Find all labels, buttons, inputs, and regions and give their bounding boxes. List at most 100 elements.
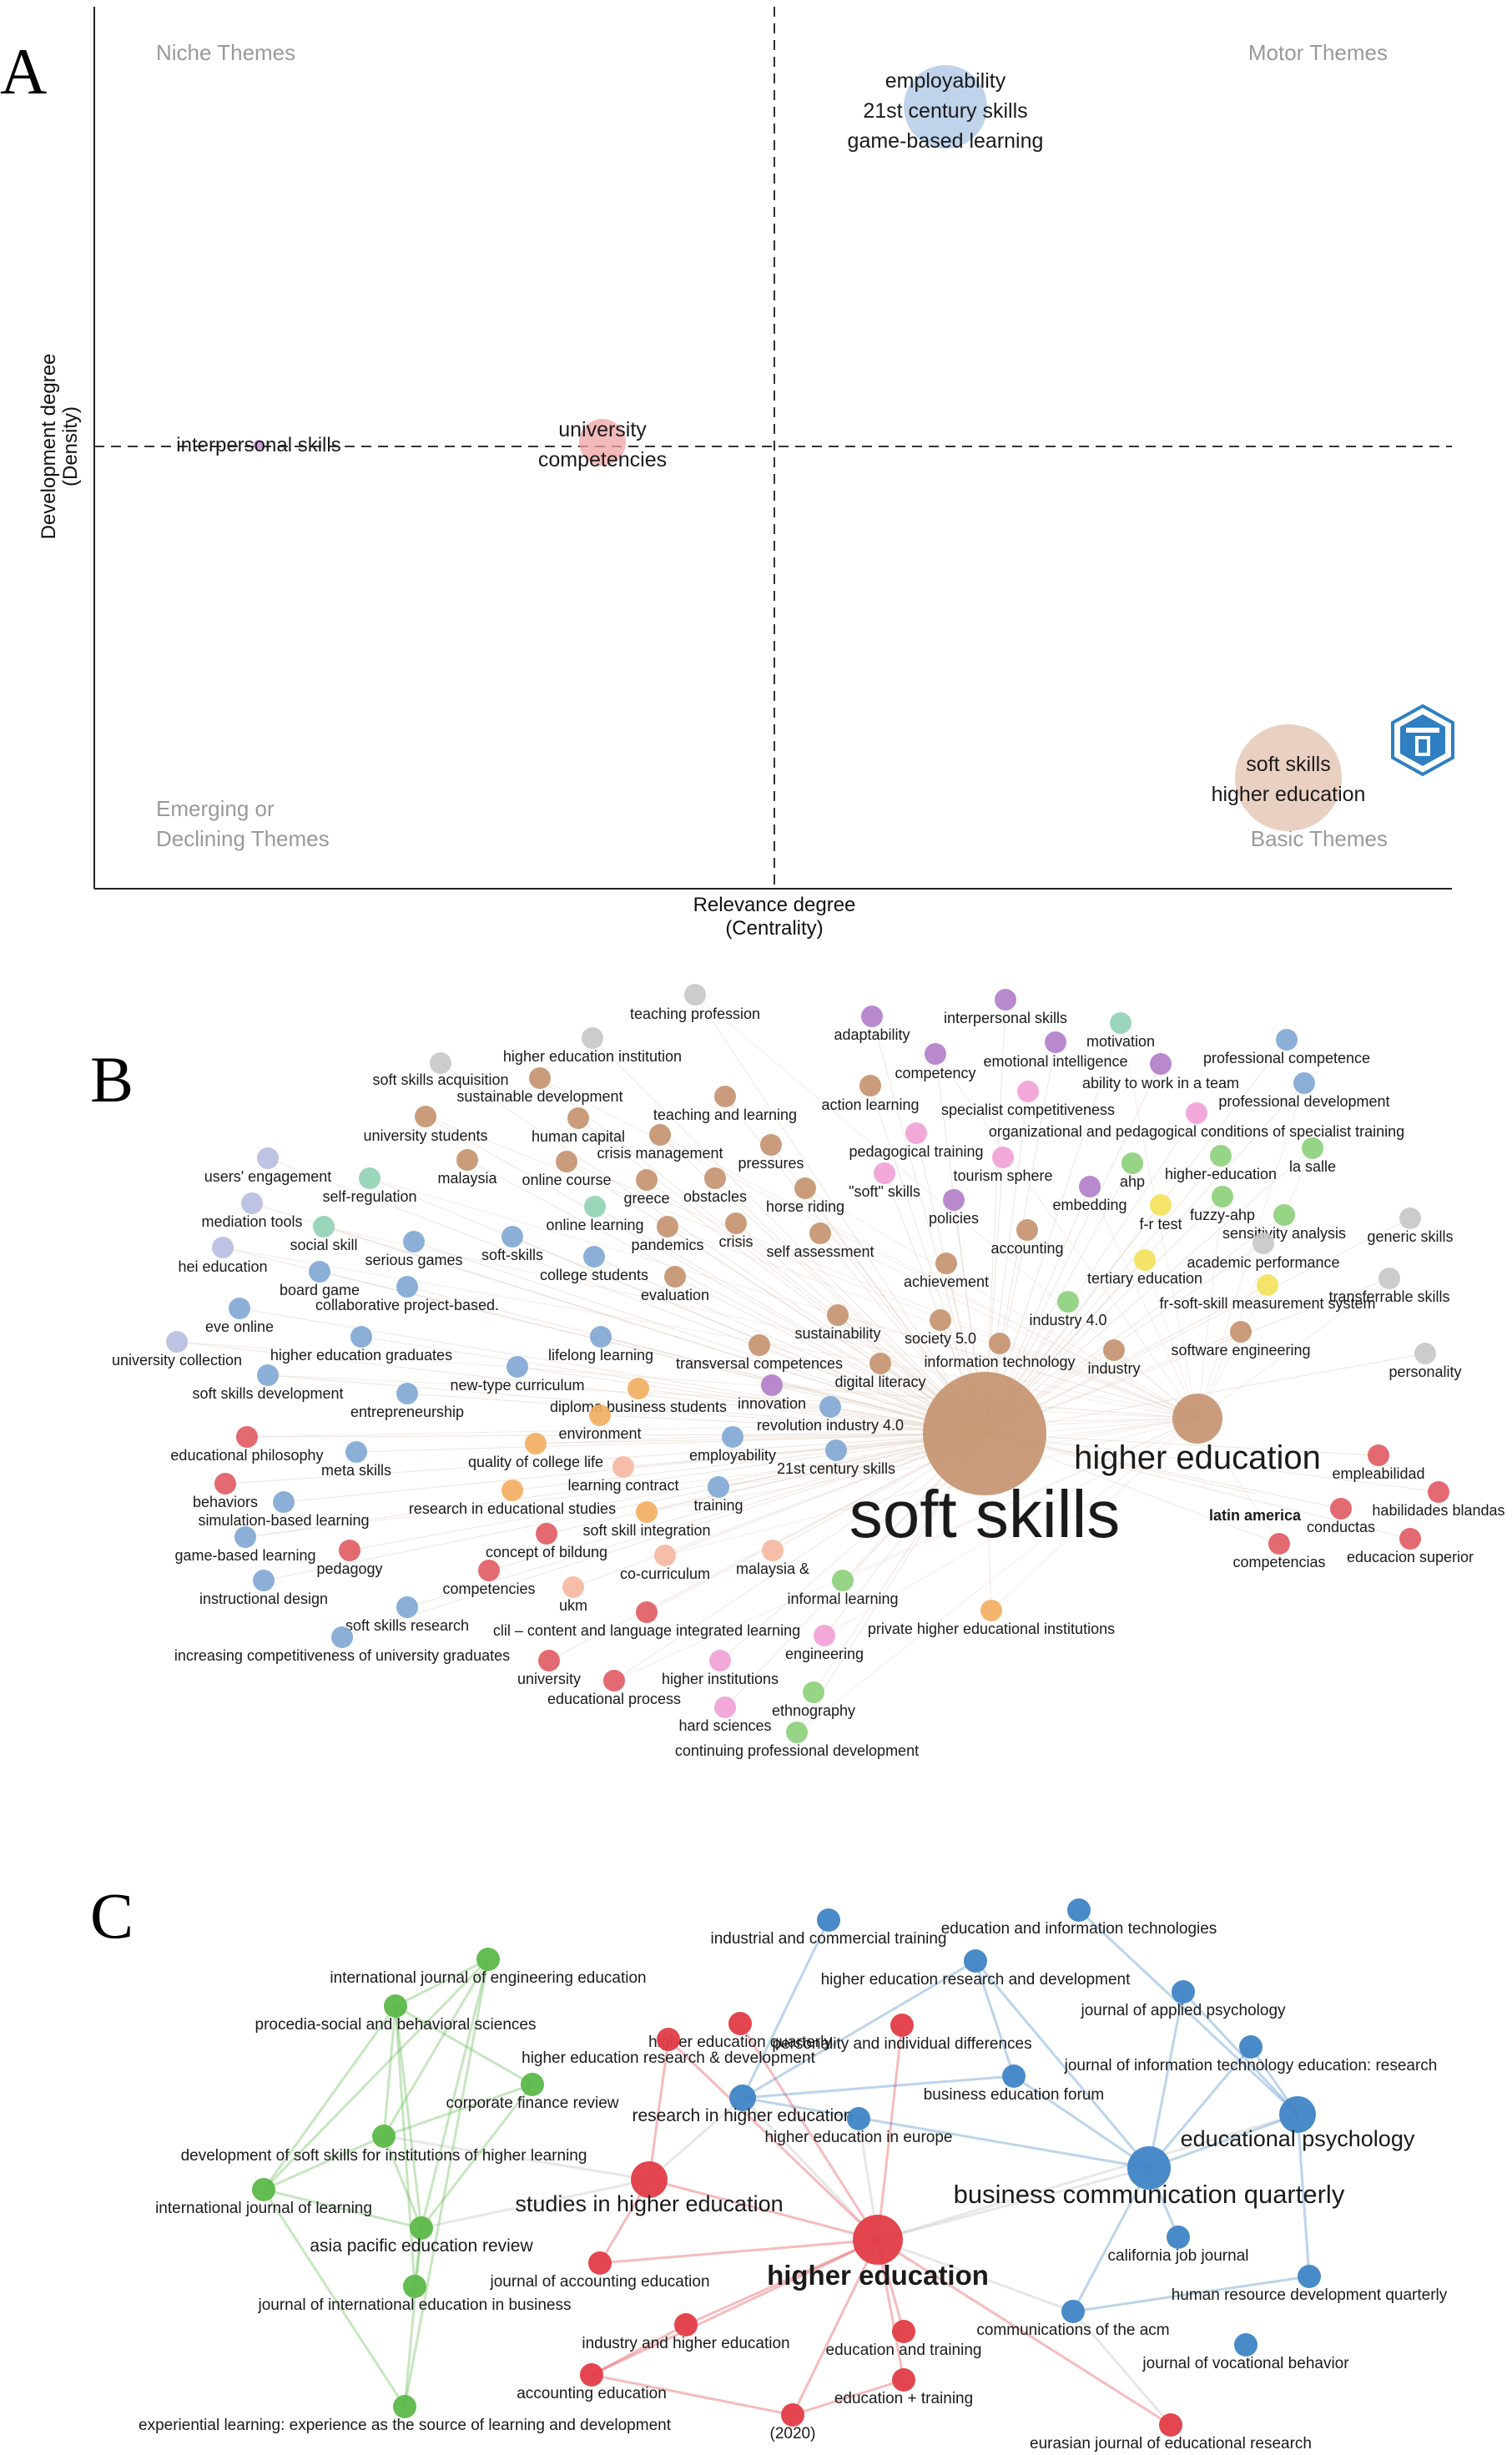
network-edge [742, 2074, 1015, 2100]
network-edge [648, 2039, 670, 2180]
node-software-engineering [1230, 1321, 1252, 1343]
node-engineering [814, 1625, 835, 1646]
node-label-malaysia: malaysia & [736, 1560, 809, 1577]
source-label-education-training: education + training [834, 2390, 973, 2407]
node-conductas [1330, 1498, 1352, 1520]
network-edge [349, 1433, 985, 1551]
network-edge [1147, 1991, 1185, 2169]
network-edge [263, 2135, 385, 2191]
network-edge [1197, 1147, 1313, 1419]
node-label-la-salle: la salle [1289, 1158, 1336, 1175]
node-label-specialist-competitiveness: specialist competitiveness [941, 1101, 1115, 1118]
source-node-journal-of-international-education-in-business [403, 2275, 426, 2298]
network-edge [1089, 1186, 1198, 1419]
node-pedagogical-training [905, 1122, 927, 1144]
quadrant-emerging-line1: Emerging or [156, 796, 275, 821]
node-label-tourism-sphere: tourism sphere [953, 1167, 1052, 1184]
node-label-continuing-professional-development: continuing professional development [675, 1742, 919, 1759]
node-entrepreneurship [396, 1383, 418, 1404]
network-edge [267, 1374, 1198, 1419]
node-adaptability [861, 1006, 883, 1027]
network-edge [600, 1336, 985, 1434]
node-new-type-curriculum [507, 1356, 528, 1378]
network-edge [984, 1214, 1285, 1434]
source-label-journal-of-international-education-in-business: journal of international education in bu… [258, 2296, 572, 2314]
node-label-new-type-curriculum: new-type curriculum [450, 1377, 584, 1394]
node-hei-education [212, 1237, 234, 1258]
node-label-software-engineering: software engineering [1171, 1342, 1310, 1359]
node-label-concept-of-bildung: concept of bildung [486, 1544, 607, 1560]
source-label-asia-pacific-education-review: asia pacific education review [310, 2236, 533, 2256]
node-online-learning [584, 1196, 606, 1217]
node-ability-to-work-in-a-team [1150, 1053, 1172, 1075]
network-edge [613, 1418, 1198, 1681]
node-self-regulation [359, 1167, 381, 1189]
node-accounting [1016, 1219, 1038, 1241]
node-ukm [562, 1576, 584, 1598]
node-label-game-based-learning: game-based learning [174, 1547, 315, 1564]
node-academic-performance [1252, 1233, 1274, 1254]
source-node-educational-psychology [1279, 2096, 1316, 2133]
node-users-engagement [257, 1147, 279, 1169]
node-society-5-0 [930, 1309, 951, 1331]
node-label-educational-philosophy: educational philosophy [170, 1447, 323, 1464]
network-edge [974, 1960, 1151, 2169]
node-game-based-learning [234, 1526, 256, 1548]
theme-bubble-soft-skills [1235, 724, 1342, 831]
network-edge [974, 1960, 1016, 2077]
node-label-21st-century-skills: 21st century skills [777, 1460, 895, 1477]
node-label-eve-online: eve online [205, 1318, 274, 1335]
node-label-learning-contract: learning contract [567, 1477, 678, 1494]
source-node-international-journal-of-learning [252, 2178, 275, 2201]
network-edge [244, 1433, 985, 1538]
source-label-international-journal-of-engineering-education: international journal of engineering edu… [330, 1969, 646, 1987]
node-online-course [556, 1151, 577, 1172]
node-label-organizational-and-pedagogical-conditions-of-specialist-training: organizational and pedagogical condition… [989, 1123, 1404, 1140]
network-edge [224, 1433, 985, 1485]
source-label-corporate-finance-review: corporate finance review [446, 2095, 619, 2112]
node-21st-century-skills [825, 1439, 847, 1461]
node-label-sustainable-development: sustainable development [456, 1088, 622, 1105]
source-label-experiential-learning-experience-as-the-source-of-learning-and-development: experiential learning: experience as the… [139, 2417, 672, 2434]
node-malaysia [456, 1149, 478, 1171]
theme-label-employability: employability [885, 69, 1006, 93]
node-soft-skills [923, 1372, 1046, 1495]
node-label-fr-soft-skill-measurement-system: fr-soft-skill measurement system [1159, 1295, 1375, 1312]
network-edge [837, 1314, 1198, 1419]
bibliometrix-logo [1391, 703, 1454, 777]
source-label-education-and-training: education and training [826, 2342, 982, 2359]
node-industry [1103, 1339, 1125, 1361]
node-label-educational-process: educational process [547, 1691, 681, 1707]
source-node-journal-of-vocational-behavior [1234, 2333, 1257, 2357]
node-label-revolution-industry-4-0: revolution industry 4.0 [757, 1417, 904, 1434]
panel-b-letter: B [90, 1043, 134, 1116]
network-edge [403, 2227, 423, 2407]
network-edge [222, 1247, 1198, 1419]
network-edge [406, 1393, 985, 1434]
network-edge [267, 1157, 985, 1434]
network-edge [819, 1233, 1198, 1419]
network-edge [877, 2238, 1172, 2427]
node-personality [1414, 1343, 1436, 1364]
node-competencies [478, 1560, 500, 1581]
node-quality-of-college-life [525, 1433, 547, 1454]
network-edge [420, 1958, 490, 2229]
source-cocitation-network: international journal of engineering edu… [139, 1898, 1448, 2452]
network-edge [591, 2238, 879, 2377]
source-node-higher-education-research-development [657, 2028, 680, 2051]
source-node-education-and-training [892, 2320, 915, 2343]
node-malaysia [762, 1540, 784, 1561]
node-learning-contract [612, 1456, 634, 1478]
network-edge [406, 1433, 985, 1608]
network-edge [1144, 1259, 1198, 1419]
node-label-college-students: college students [540, 1267, 648, 1283]
source-node-higher-education-research-and-development [964, 1949, 987, 1973]
node-label-pressures: pressures [738, 1155, 804, 1172]
node-label-evaluation: evaluation [641, 1287, 709, 1303]
network-edge [1197, 1196, 1223, 1419]
node-lifelong-learning [590, 1326, 612, 1348]
network-edge [984, 1353, 1426, 1434]
node-university [538, 1650, 560, 1671]
node-interpersonal-skills [995, 989, 1016, 1011]
source-node-industry-and-higher-education [674, 2313, 698, 2337]
